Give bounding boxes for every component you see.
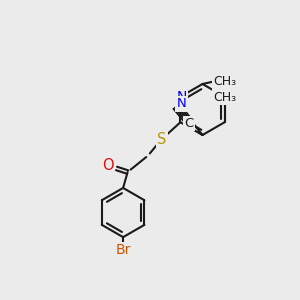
Text: N: N [177,97,186,110]
Text: O: O [102,158,114,173]
Text: CH₃: CH₃ [213,74,236,88]
Text: CH₃: CH₃ [213,91,236,103]
Text: C: C [185,117,194,130]
Text: S: S [157,132,167,147]
Text: Br: Br [116,243,131,257]
Text: N: N [177,90,187,104]
